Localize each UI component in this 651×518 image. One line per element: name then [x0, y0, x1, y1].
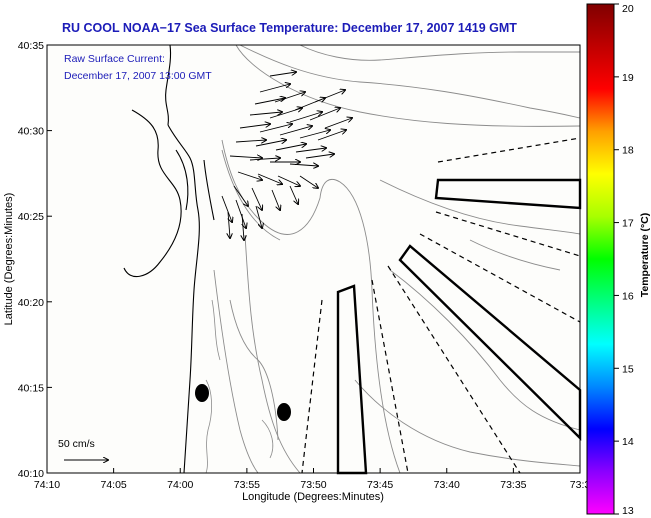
colorbar-tick-label: 18	[622, 145, 634, 157]
colorbar-tick-label: 17	[622, 218, 634, 230]
map-panel: 50 cm/s Raw Surface Current: December 17…	[46, 44, 582, 475]
x-axis-label: Longitude (Degrees:Minutes)	[242, 491, 384, 503]
x-tick-label: 74:05	[100, 479, 126, 491]
bathymetry-contours	[213, 44, 581, 474]
y-tick-label: 40:35	[18, 40, 44, 52]
y-axis-label: Latitude (Degrees:Minutes)	[3, 193, 15, 326]
current-note-line2: December 17, 2007 13:00 GMT	[64, 70, 212, 82]
x-tick-label: 73:55	[234, 479, 260, 491]
colorbar-title: Temperature (°C)	[639, 213, 651, 298]
figure-title: RU COOL NOAA−17 Sea Surface Temperature:…	[62, 21, 517, 35]
station-marker	[195, 384, 209, 402]
x-tick-label: 74:10	[34, 479, 60, 491]
y-tick-label: 40:30	[18, 126, 44, 138]
y-tick-label: 40:10	[18, 468, 44, 480]
scale-vector: 50 cm/s	[58, 438, 108, 460]
colorbar-tick-label: 13	[622, 505, 634, 517]
x-tick-label: 73:35	[500, 479, 526, 491]
y-tick-label: 40:15	[18, 382, 44, 394]
colorbar-tick-label: 20	[622, 3, 634, 15]
x-tick-label: 73:50	[300, 479, 326, 491]
radial-dash-lines	[301, 137, 581, 474]
y-axis: 40:35 40:30 40:25 40:20 40:15 40:10	[18, 40, 52, 480]
x-tick-label: 73:3	[570, 479, 591, 491]
colorbar-tick-label: 14	[622, 436, 634, 448]
inshore-contours	[205, 299, 274, 474]
colorbar-tick-label: 16	[622, 290, 634, 302]
colorbar-strip	[586, 3, 615, 515]
scale-label: 50 cm/s	[58, 438, 95, 450]
map-background	[47, 45, 580, 473]
y-tick-label: 40:25	[18, 211, 44, 223]
colorbar-tick-label: 19	[622, 72, 634, 84]
x-tick-label: 73:40	[434, 479, 460, 491]
y-tick-label: 40:20	[18, 297, 44, 309]
x-tick-label: 74:00	[167, 479, 193, 491]
current-note-line1: Raw Surface Current:	[64, 53, 165, 65]
surface-current-vectors	[221, 72, 352, 240]
station-marker	[277, 403, 291, 421]
x-axis: 74:10 74:05 74:00 73:55 73:50 73:45 73:40 73:35…	[34, 468, 591, 491]
x-tick-label: 73:45	[367, 479, 393, 491]
coastline	[123, 44, 215, 474]
colorbar-ticks: 20 19 18 17 16 15 14 13	[614, 3, 634, 517]
colorbar-tick-label: 15	[622, 363, 634, 375]
colorbar: 20 19 18 17 16 15 14 13 Temperature (°C)	[586, 3, 651, 517]
